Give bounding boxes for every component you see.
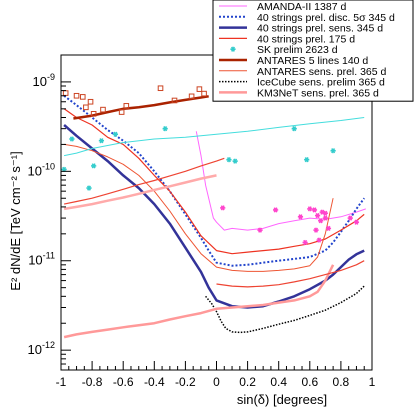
data-point-unlabeled-14	[220, 205, 226, 211]
data-point-unlabeled-13	[83, 104, 89, 111]
series-line-unlabeled-10	[63, 157, 225, 205]
data-point-unlabeled-13	[157, 85, 164, 92]
legend-label-km3net-sens-prel-365-d: KM3NeT sens. prel. 365 d	[257, 87, 379, 99]
data-point-unlabeled-14	[314, 212, 321, 219]
data-point-unlabeled-14	[322, 210, 328, 216]
data-point-unlabeled-13	[100, 106, 106, 113]
data-point-unlabeled-13	[196, 86, 203, 92]
series-line-unlabeled-9	[64, 117, 365, 157]
data-point-unlabeled-13	[90, 110, 97, 117]
x-tick-label: 0	[213, 375, 220, 389]
series-line-unlabeled-12	[63, 174, 217, 211]
data-point-unlabeled-14	[313, 227, 319, 233]
x-tick-label: 0.2	[239, 375, 256, 389]
data-point-unlabeled-13	[73, 92, 80, 99]
series-line-amanda-ii-1387-d	[195, 131, 366, 231]
data-point-unlabeled-14	[302, 239, 308, 246]
legend-label-antares-5-lines-140-d: ANTARES 5 lines 140 d	[257, 55, 368, 67]
data-point-sk-prelim-2623-d	[304, 157, 310, 163]
legend-label-icecube-sens-prelim-365-d: IceCube sens. prelim 365 d	[257, 77, 385, 89]
x-tick-label: 1	[369, 375, 376, 389]
legend-label-40-strings-prel-175-d: 40 strings prel. 175 d	[257, 33, 355, 45]
data-point-unlabeled-13	[171, 97, 178, 104]
x-tick-label: -0.4	[144, 375, 165, 389]
legend-label-amanda-ii-1387-d: AMANDA-II 1387 d	[257, 1, 346, 13]
data-point-unlabeled-14	[257, 227, 263, 233]
series-line-unlabeled-11	[216, 260, 365, 288]
data-point-unlabeled-14	[297, 214, 304, 220]
x-tick-label: -0.6	[113, 375, 134, 389]
y-tick-label: 10-9	[33, 72, 55, 89]
series-line-icecube-sens-prelim-365-d	[205, 285, 365, 334]
data-point-unlabeled-13	[118, 109, 125, 115]
data-point-unlabeled-14	[311, 207, 318, 213]
legend-label-sk-prelim-2623-d: SK prelim 2623 d	[257, 44, 338, 56]
series-line-40-strings-prel-sens-345-d	[63, 124, 365, 309]
y-axis-label: E² dN/dE [TeV cm⁻² s⁻¹]	[8, 151, 23, 290]
series-line-40-strings-prel-disc-5-345-d	[63, 95, 366, 267]
data-point-unlabeled-14	[316, 237, 322, 243]
x-tick-label: -1	[56, 375, 67, 389]
data-point-unlabeled-14	[347, 215, 353, 221]
data-point-sk-prelim-2623-d	[98, 138, 105, 144]
data-point-unlabeled-14	[272, 207, 279, 213]
data-point-unlabeled-14	[307, 206, 313, 212]
legend-swatch-sk-prelim-2623-d	[230, 46, 236, 52]
data-point-sk-prelim-2623-d	[69, 136, 75, 142]
data-point-sk-prelim-2623-d	[232, 158, 238, 164]
y-tick-label: 10-10	[28, 161, 55, 178]
data-point-sk-prelim-2623-d	[112, 131, 119, 137]
legend-label-antares-sens-prel-365-d: ANTARES sens. prel. 365 d	[257, 66, 387, 78]
data-point-unlabeled-14	[353, 219, 360, 225]
series-line-antares-sens-prel-365-d	[64, 143, 334, 272]
data-point-unlabeled-14	[325, 225, 332, 232]
data-point-sk-prelim-2623-d	[291, 126, 297, 132]
data-point-unlabeled-13	[201, 90, 207, 97]
x-tick-label: 0.4	[270, 375, 287, 389]
legend-box	[212, 0, 414, 102]
y-tick-label: 10-11	[28, 251, 55, 268]
data-point-unlabeled-14	[318, 218, 324, 224]
data-point-sk-prelim-2623-d	[330, 148, 336, 154]
data-point-sk-prelim-2623-d	[226, 157, 232, 163]
data-point-sk-prelim-2623-d	[91, 163, 97, 169]
data-point-sk-prelim-2623-d	[162, 126, 168, 132]
legend-label-40-strings-prel-disc-5-345-d: 40 strings prel. disc. 5σ 345 d	[257, 12, 395, 24]
data-point-unlabeled-13	[79, 94, 86, 100]
x-tick-label: -0.8	[82, 375, 103, 389]
data-point-unlabeled-13	[188, 93, 195, 100]
series-line-km3net-sens-prel-365-d	[63, 264, 335, 339]
data-point-unlabeled-13	[87, 98, 94, 105]
x-tick-label: 0.8	[333, 375, 350, 389]
x-tick-label: 0.6	[301, 375, 318, 389]
y-tick-label: 10-12	[28, 340, 55, 357]
data-point-unlabeled-14	[322, 215, 328, 221]
data-point-sk-prelim-2623-d	[86, 185, 92, 191]
data-point-unlabeled-13	[123, 103, 130, 109]
legend-label-40-strings-prel-sens-345-d: 40 strings prel. sens. 345 d	[257, 23, 383, 35]
x-axis-label: sin(δ) [degrees]	[237, 392, 327, 407]
x-tick-label: -0.2	[175, 375, 196, 389]
